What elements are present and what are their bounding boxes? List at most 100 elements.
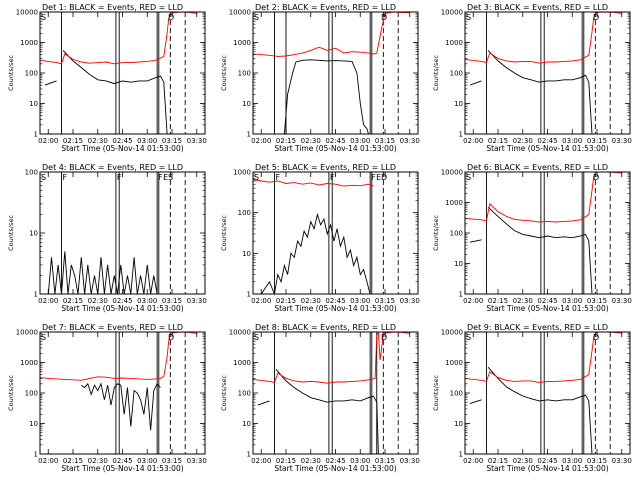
x-tick-label: 02:00 <box>38 297 58 305</box>
panel-det-2: Det 2: BLACK = Events, RED = LLD 1 10 100 10… <box>220 3 420 153</box>
series-events-line <box>260 212 371 296</box>
series-events-line <box>44 50 168 135</box>
x-tick-label: 02:00 <box>38 457 58 465</box>
y-axis-label: Counts/sec <box>432 375 440 411</box>
x-tick-label: 02:15 <box>488 457 508 465</box>
event-flag-label: S <box>41 333 46 342</box>
x-tick-label: 03:00 <box>562 457 582 465</box>
x-tick-label: 03:30 <box>400 137 420 145</box>
x-tick-label: 02:45 <box>112 297 132 305</box>
panel-title: Det 5: BLACK = Events, RED = LLD <box>255 163 396 172</box>
y-tick-label: 10 <box>29 100 38 108</box>
y-tick-label: 10 <box>242 100 251 108</box>
panel-title: Det 2: BLACK = Events, RED = LLD <box>255 3 396 12</box>
x-tick-label: 02:30 <box>513 137 533 145</box>
y-tick-label: 1 <box>459 451 463 459</box>
y-tick-label: 1 <box>34 451 38 459</box>
x-tick-label: 02:15 <box>63 137 83 145</box>
panel-det-3: Det 3: BLACK = Events, RED = LLD 1 10 100 10… <box>432 3 632 153</box>
y-tick-label: 10000 <box>441 329 463 337</box>
y-tick-label: 1000 <box>20 39 38 47</box>
event-flag-label: D <box>381 13 387 22</box>
event-flag-label: F <box>275 173 280 182</box>
y-tick-label: 100 <box>25 169 38 177</box>
y-tick-label: 1000 <box>20 359 38 367</box>
event-flag-label: S <box>466 333 471 342</box>
x-tick-label: 02:15 <box>488 137 508 145</box>
x-axis-label: Start Time (05-Nov-14 01:53:00) <box>61 304 183 313</box>
x-tick-label: 02:30 <box>301 297 321 305</box>
x-tick-label: 03:15 <box>375 457 395 465</box>
series-events-line <box>257 369 379 455</box>
panel-det-8: Det 8: BLACK = Events, RED = LLD 1 10 100 10… <box>220 323 420 473</box>
y-axis-label: Counts/sec <box>432 215 440 251</box>
y-tick-label: 10000 <box>441 169 463 177</box>
x-tick-label: 03:30 <box>612 137 632 145</box>
series-events-line <box>469 50 593 135</box>
panel-title: Det 1: BLACK = Events, RED = LLD <box>42 3 183 12</box>
x-tick-label: 02:45 <box>537 457 557 465</box>
series-lld-line <box>39 331 197 381</box>
panel-det-1: Det 1: BLACK = Events, RED = LLD 1 10 100 10… <box>7 3 207 153</box>
x-tick-label: 03:15 <box>162 457 182 465</box>
y-tick-label: 1 <box>34 131 38 139</box>
y-axis-label: Counts/sec <box>220 375 228 411</box>
event-flag-label: F <box>158 173 163 182</box>
event-flag-label: D <box>381 173 387 182</box>
panel-title: Det 9: BLACK = Events, RED = LLD <box>467 323 608 332</box>
x-tick-label: 03:30 <box>400 297 420 305</box>
y-tick-label: 1 <box>247 291 251 299</box>
y-tick-label: 100 <box>25 390 38 398</box>
x-tick-label: 02:30 <box>513 457 533 465</box>
x-tick-label: 03:00 <box>350 297 370 305</box>
y-axis-label: Counts/sec <box>432 55 440 91</box>
panel-title: Det 8: BLACK = Events, RED = LLD <box>255 323 396 332</box>
event-flag-label: F <box>330 173 335 182</box>
x-tick-label: 02:00 <box>463 297 483 305</box>
y-tick-label: 1000 <box>233 39 251 47</box>
series-events-line <box>81 382 161 431</box>
plot-frame <box>464 11 631 135</box>
x-tick-label: 02:30 <box>88 137 108 145</box>
y-tick-label: 1000 <box>445 359 463 367</box>
y-tick-label: 1000 <box>233 169 251 177</box>
plot-frame <box>39 11 206 135</box>
x-tick-label: 03:30 <box>187 457 207 465</box>
event-flag-label: D <box>381 333 387 342</box>
event-flag-label: E <box>163 173 168 182</box>
y-tick-label: 1 <box>459 291 463 299</box>
series-lld-line <box>464 331 622 384</box>
x-axis-label: Start Time (05-Nov-14 01:53:00) <box>274 304 396 313</box>
event-flag-label: S <box>254 173 259 182</box>
x-axis-label: Start Time (05-Nov-14 01:53:00) <box>486 144 608 153</box>
event-flag-label: D <box>593 13 599 22</box>
x-tick-label: 02:00 <box>463 137 483 145</box>
x-axis-label: Start Time (05-Nov-14 01:53:00) <box>274 464 396 473</box>
x-tick-label: 02:45 <box>325 297 345 305</box>
x-tick-label: 03:15 <box>587 137 607 145</box>
x-tick-label: 02:45 <box>537 137 557 145</box>
y-tick-label: 10000 <box>441 9 463 17</box>
panel-det-7: Det 7: BLACK = Events, RED = LLD 1 10 100 10… <box>7 323 207 473</box>
panel-title: Det 7: BLACK = Events, RED = LLD <box>42 323 183 332</box>
x-tick-label: 02:45 <box>325 137 345 145</box>
x-tick-label: 03:15 <box>162 297 182 305</box>
y-tick-label: 10 <box>242 420 251 428</box>
y-axis-label: Counts/sec <box>7 375 15 411</box>
x-tick-label: 02:15 <box>276 297 296 305</box>
x-tick-label: 03:15 <box>375 137 395 145</box>
x-tick-label: 03:00 <box>137 137 157 145</box>
panel-det-5: Det 5: BLACK = Events, RED = LLD 1 10 100 10… <box>220 163 420 313</box>
x-tick-label: 02:00 <box>38 137 58 145</box>
series-events-line <box>283 59 369 135</box>
y-tick-label: 1 <box>247 131 251 139</box>
event-flag-label: S <box>168 173 173 182</box>
x-tick-label: 02:45 <box>112 457 132 465</box>
panel-det-9: Det 9: BLACK = Events, RED = LLD 1 10 100 10… <box>432 323 632 473</box>
event-flag-label: D <box>168 333 174 342</box>
x-tick-label: 03:15 <box>162 137 182 145</box>
event-flag-label: S <box>41 173 46 182</box>
x-axis-label: Start Time (05-Nov-14 01:53:00) <box>274 144 396 153</box>
x-tick-label: 02:30 <box>301 137 321 145</box>
series-lld-line <box>252 331 410 384</box>
